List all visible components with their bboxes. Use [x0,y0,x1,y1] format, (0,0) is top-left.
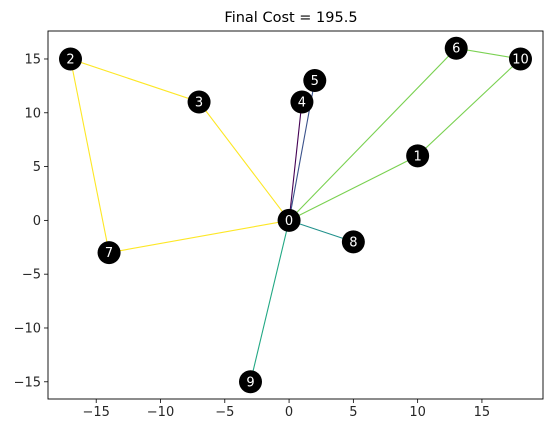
node-label: 10 [512,52,529,67]
y-tick-label: 0 [33,214,41,229]
y-tick-label: 10 [24,106,41,121]
node-10: 10 [509,47,532,71]
node-marker [303,68,327,92]
node-label: 5 [311,74,319,89]
route-line-1 [69,58,290,254]
node-label: 0 [285,214,293,229]
node-marker [277,208,301,232]
plot-frame [47,30,544,400]
node-9: 9 [239,370,262,394]
node-8: 8 [341,230,365,254]
node-marker [341,230,365,254]
chart-title: Final Cost = 195.5 [224,10,357,26]
node-0: 0 [277,208,301,232]
node-label: 8 [349,235,357,250]
node-marker [290,90,314,114]
x-tick-label: 0 [285,405,293,420]
node-2: 2 [59,47,82,71]
nodes-layer: 0 1 2 3 45 6 7 8 9 10 [59,36,532,394]
y-tick-label: 5 [33,160,41,175]
node-6: 6 [444,36,468,60]
node-marker [509,47,532,71]
x-tick-label: 10 [409,405,426,420]
node-label: 7 [105,246,113,261]
node-5: 5 [303,68,327,92]
x-tick-label: −10 [147,405,174,420]
node-marker [444,36,468,60]
node-label: 4 [298,96,306,111]
x-tick-label: 5 [349,405,357,420]
node-label: 9 [246,375,254,390]
y-tick-label: −15 [14,375,41,390]
node-1: 1 [406,144,430,168]
y-tick-label: 15 [24,52,41,67]
node-label: 1 [414,149,422,164]
node-marker [59,47,82,71]
x-tick-label: 15 [474,405,491,420]
node-label: 6 [452,42,460,57]
node-4: 4 [290,90,314,114]
node-3: 3 [187,90,211,114]
y-tick-label: −10 [14,321,41,336]
node-marker [239,370,262,394]
node-marker [97,241,121,265]
node-7: 7 [97,241,121,265]
route-line-6 [249,220,290,382]
node-marker [406,144,430,168]
node-label: 2 [66,52,74,67]
x-tick-label: −5 [215,405,234,420]
node-label: 3 [195,96,203,111]
y-tick-label: −5 [22,268,41,283]
node-marker [187,90,211,114]
x-tick-label: −15 [82,405,109,420]
